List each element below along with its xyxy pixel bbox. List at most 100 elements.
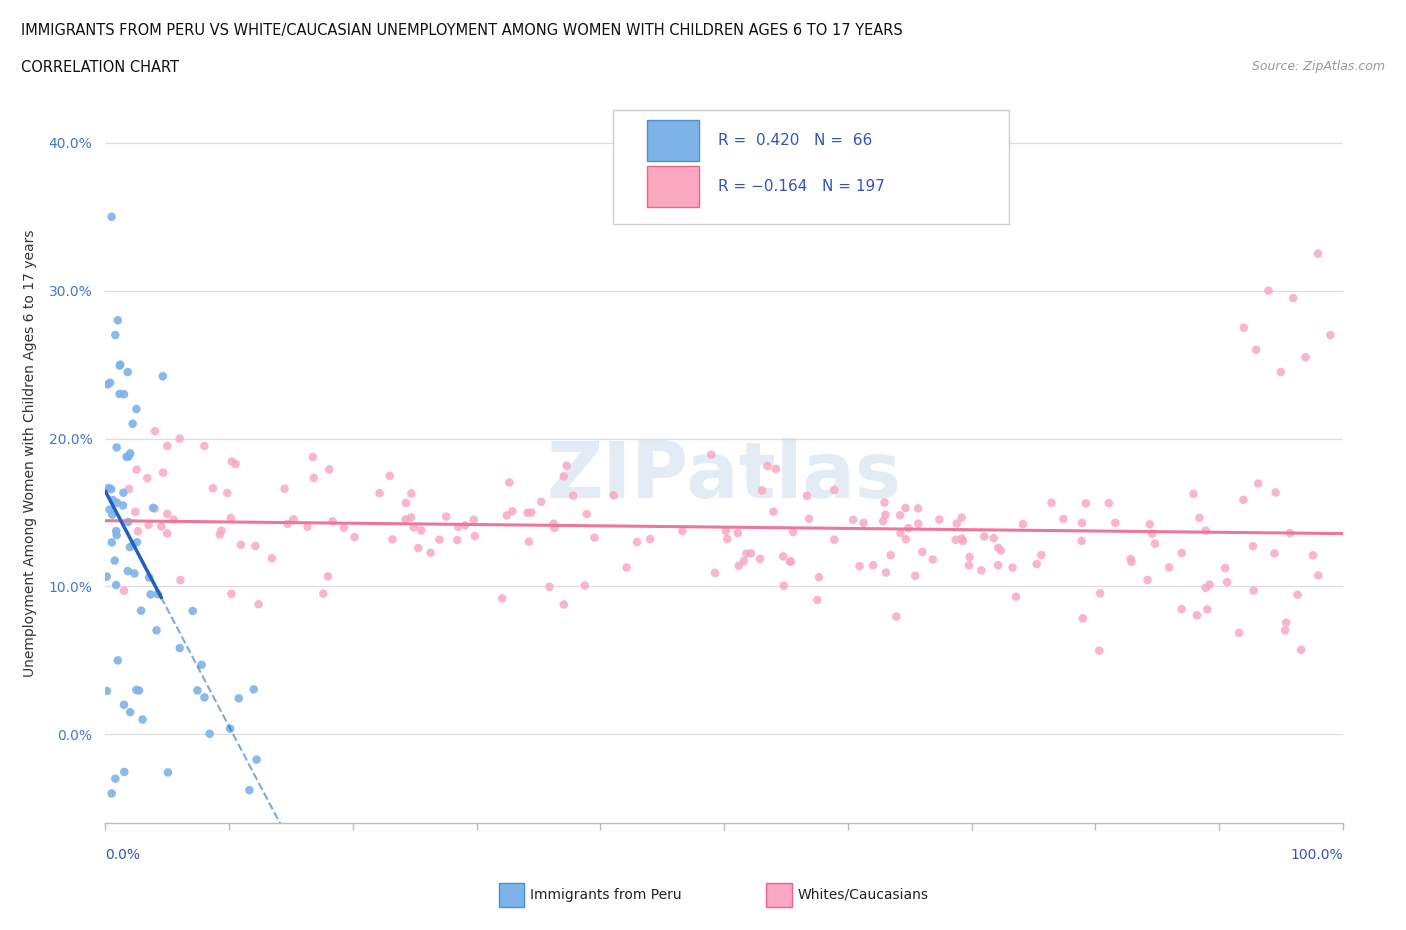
- Point: [117, 449, 139, 464]
- Point: [873, 495, 896, 510]
- Point: [101, 493, 124, 508]
- Text: Whites/Caucasians: Whites/Caucasians: [797, 887, 928, 902]
- Point: [401, 486, 423, 501]
- Point: [1275, 616, 1298, 631]
- Point: [555, 458, 578, 473]
- Point: [1025, 557, 1047, 572]
- Text: ZIPatlas: ZIPatlas: [547, 437, 901, 513]
- Point: [115, 449, 138, 464]
- Point: [152, 465, 174, 480]
- Point: [1071, 611, 1094, 626]
- Point: [498, 475, 520, 490]
- Point: [394, 512, 416, 526]
- Point: [626, 535, 648, 550]
- Point: [110, 357, 132, 372]
- Point: [112, 583, 135, 598]
- Point: [447, 519, 470, 534]
- Point: [1195, 524, 1218, 538]
- Text: IMMIGRANTS FROM PERU VS WHITE/CAUCASIAN UNEMPLOYMENT AMONG WOMEN WITH CHILDREN A: IMMIGRANTS FROM PERU VS WHITE/CAUCASIAN …: [21, 23, 903, 38]
- Point: [762, 504, 785, 519]
- Point: [111, 498, 134, 513]
- Point: [143, 501, 166, 516]
- Point: [221, 454, 243, 469]
- Point: [779, 554, 801, 569]
- Point: [162, 512, 184, 527]
- Point: [517, 534, 540, 549]
- Point: [112, 698, 135, 712]
- Point: [957, 558, 980, 573]
- Point: [884, 609, 907, 624]
- Point: [638, 532, 661, 547]
- Point: [406, 540, 429, 555]
- Point: [1071, 515, 1094, 530]
- Point: [399, 510, 422, 525]
- Point: [1197, 602, 1219, 617]
- Point: [124, 504, 146, 519]
- Point: [125, 535, 148, 550]
- Text: CORRELATION CHART: CORRELATION CHART: [21, 60, 179, 75]
- Point: [1233, 320, 1256, 335]
- Point: [138, 518, 160, 533]
- Point: [823, 532, 845, 547]
- Point: [894, 532, 917, 547]
- Point: [704, 565, 727, 580]
- Point: [1098, 496, 1121, 511]
- Point: [862, 558, 884, 573]
- Point: [368, 485, 391, 500]
- Point: [772, 549, 794, 564]
- Point: [889, 525, 911, 540]
- Point: [848, 559, 870, 574]
- Point: [260, 551, 283, 565]
- Point: [112, 387, 135, 402]
- Point: [538, 579, 561, 594]
- Point: [823, 483, 845, 498]
- Point: [1139, 517, 1161, 532]
- Point: [128, 684, 150, 698]
- Point: [434, 509, 457, 524]
- Point: [983, 531, 1005, 546]
- Point: [1005, 590, 1028, 604]
- Point: [378, 469, 401, 484]
- Point: [952, 534, 974, 549]
- Point: [1170, 546, 1192, 561]
- Point: [333, 521, 356, 536]
- Point: [1170, 602, 1192, 617]
- Point: [894, 500, 917, 515]
- Point: [796, 488, 818, 503]
- Point: [928, 512, 950, 527]
- Point: [297, 519, 319, 534]
- Point: [273, 481, 295, 496]
- Point: [897, 521, 920, 536]
- Point: [1031, 548, 1053, 563]
- Point: [780, 554, 803, 569]
- Point: [98, 502, 121, 517]
- Point: [1232, 492, 1254, 507]
- Point: [1241, 538, 1264, 553]
- Point: [1289, 643, 1312, 658]
- Point: [107, 653, 129, 668]
- Point: [1070, 534, 1092, 549]
- Point: [875, 565, 897, 580]
- Point: [229, 538, 252, 552]
- Point: [808, 570, 831, 585]
- Point: [105, 496, 128, 511]
- Point: [112, 485, 135, 500]
- Point: [105, 527, 128, 542]
- Point: [973, 529, 995, 544]
- Point: [221, 587, 243, 602]
- Point: [201, 481, 224, 496]
- Point: [1159, 560, 1181, 575]
- Point: [125, 683, 148, 698]
- Point: [749, 551, 772, 566]
- Point: [959, 550, 981, 565]
- Point: [96, 684, 118, 698]
- Point: [208, 527, 231, 542]
- Point: [316, 569, 339, 584]
- Point: [219, 511, 242, 525]
- Point: [125, 402, 148, 417]
- Point: [880, 548, 903, 563]
- Point: [446, 533, 468, 548]
- Point: [228, 691, 250, 706]
- Point: [312, 586, 335, 601]
- Point: [463, 512, 485, 527]
